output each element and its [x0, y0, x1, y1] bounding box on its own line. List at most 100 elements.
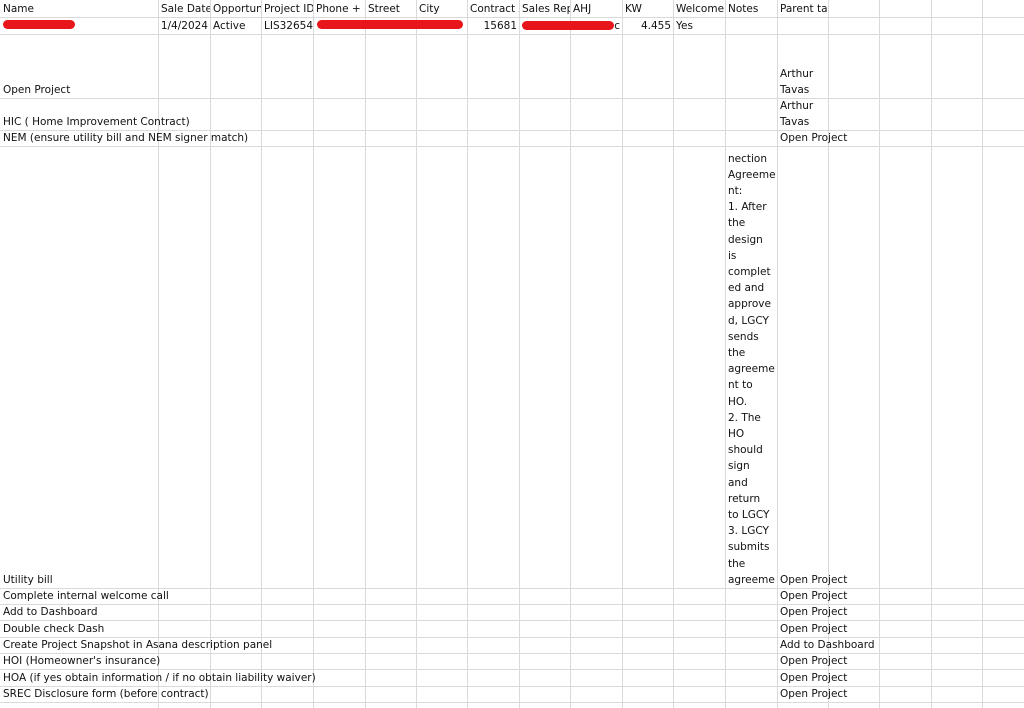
row-divider[interactable] [0, 17, 1024, 18]
contract-amount-cell[interactable]: 15681 [468, 17, 519, 34]
column-divider[interactable] [879, 0, 880, 708]
column-header-phone[interactable]: Phone + ( [314, 0, 365, 17]
row-divider[interactable] [0, 669, 1024, 670]
parent-task-cell[interactable]: Open Project [778, 620, 847, 637]
row-divider[interactable] [0, 620, 1024, 621]
contract-amount-cell-text: 15681 [483, 19, 517, 32]
notes-line: and [728, 476, 748, 489]
notes-line: the [728, 346, 746, 359]
column-header-opportun[interactable]: Opportun [211, 0, 261, 17]
column-divider[interactable] [158, 0, 159, 708]
task-name-cell-text: Create Project Snapshot in Asana descrip… [3, 638, 273, 651]
row-divider[interactable] [0, 98, 1024, 99]
column-divider[interactable] [673, 0, 674, 708]
parent-task-cell[interactable]: Open Project [778, 588, 847, 604]
row-divider[interactable] [0, 637, 1024, 638]
kw-cell-text: 4.455 [640, 19, 671, 32]
column-header-name[interactable]: Name [1, 0, 158, 17]
column-header-project-id[interactable]: Project ID [262, 0, 313, 17]
column-divider[interactable] [725, 0, 726, 708]
column-header-sale-date[interactable]: Sale Date [159, 0, 210, 17]
task-name-cell[interactable]: Utility bill [1, 146, 601, 588]
task-name-cell[interactable]: HOA (if yes obtain information / if no o… [1, 669, 601, 686]
redaction-mark [317, 20, 463, 29]
column-header-notes[interactable]: Notes [726, 0, 777, 17]
task-name-cell[interactable]: HIC ( Home Improvement Contract) [1, 98, 601, 130]
task-name-cell[interactable]: HOI (Homeowner's insurance) [1, 653, 601, 669]
opportunity-cell-text: Active [213, 19, 246, 32]
column-divider[interactable] [365, 0, 366, 708]
notes-line: the [728, 217, 746, 230]
column-header-ahj-text: AHJ [573, 2, 592, 15]
sale-date-cell[interactable]: 1/4/2024 [159, 17, 210, 34]
row-divider[interactable] [0, 653, 1024, 654]
row-divider[interactable] [0, 604, 1024, 605]
parent-task-cell[interactable]: Open Project [778, 604, 847, 620]
column-divider[interactable] [622, 0, 623, 708]
parent-task-cell-text: Open Project [780, 687, 848, 700]
task-name-cell[interactable]: SREC Disclosure form (before contract) [1, 686, 601, 702]
parent-task-cell[interactable]: Open Project [778, 653, 847, 669]
column-divider[interactable] [467, 0, 468, 708]
welcome-cell[interactable]: Yes [674, 17, 725, 34]
row-divider[interactable] [0, 146, 1024, 147]
notes-line: nection [728, 152, 768, 165]
notes-line: approve [728, 298, 771, 311]
task-name-cell-text: HOI (Homeowner's insurance) [3, 654, 161, 667]
task-name-cell[interactable]: Create Project Snapshot in Asana descrip… [1, 637, 601, 653]
notes-cell[interactable]: NEM /InterconnectionAgreement:1. Afterth… [726, 146, 777, 588]
column-divider[interactable] [982, 0, 983, 708]
notes-line: d, LGCY [728, 314, 769, 327]
column-divider[interactable] [313, 0, 314, 708]
notes-line: the [728, 557, 746, 570]
column-header-kw[interactable]: KW [623, 0, 673, 17]
column-header-sale-date-text: Sale Date [161, 2, 210, 15]
notes-line: 3. LGCY [728, 525, 769, 538]
ahj-cell[interactable]: c [571, 17, 622, 34]
notes-line: HO [728, 427, 745, 440]
parent-task-cell[interactable]: Open Project [778, 669, 847, 686]
column-header-sales-rep[interactable]: Sales Rep [520, 0, 570, 17]
row-divider[interactable] [0, 686, 1024, 687]
row-divider[interactable] [0, 34, 1024, 35]
column-header-parent-task[interactable]: Parent task [778, 0, 828, 17]
parent-task-cell[interactable]: Arthur Tavas [778, 98, 828, 130]
row-divider[interactable] [0, 588, 1024, 589]
task-name-cell[interactable]: NEM (ensure utility bill and NEM signer … [1, 130, 601, 146]
project-id-cell-text: LIS32654 [264, 19, 313, 32]
column-divider[interactable] [570, 0, 571, 708]
column-divider[interactable] [931, 0, 932, 708]
notes-line: agreeme [728, 363, 775, 376]
kw-cell[interactable]: 4.455 [623, 17, 673, 34]
task-name-cell[interactable]: Open Project [1, 34, 601, 98]
column-header-welcome[interactable]: Welcome [674, 0, 725, 17]
opportunity-cell[interactable]: Active [211, 17, 261, 34]
column-header-street[interactable]: Street [366, 0, 416, 17]
column-divider[interactable] [777, 0, 778, 708]
sale-date-cell-text: 1/4/2024 [160, 19, 208, 32]
parent-task-cell[interactable]: Arthur Tavas [778, 34, 828, 98]
parent-task-cell[interactable]: Open Project [778, 686, 848, 702]
parent-task-cell[interactable]: Open Project [778, 130, 847, 146]
column-header-contract-a[interactable]: Contract A [468, 0, 519, 17]
column-divider[interactable] [261, 0, 262, 708]
column-header-city[interactable]: City [417, 0, 467, 17]
notes-line: Intercon [728, 146, 775, 151]
task-name-cell[interactable]: Double check Dash [1, 620, 601, 637]
parent-task-cell[interactable]: Add to Dashboard [778, 637, 875, 653]
column-divider[interactable] [416, 0, 417, 708]
column-divider[interactable] [210, 0, 211, 708]
parent-task-cell[interactable]: Open Project [778, 146, 847, 588]
task-name-cell[interactable]: Complete internal welcome call [1, 588, 601, 604]
column-divider[interactable] [519, 0, 520, 708]
task-name-cell-text: Add to Dashboard [3, 605, 98, 618]
column-divider[interactable] [828, 0, 829, 708]
row-divider[interactable] [0, 702, 1024, 703]
project-id-cell[interactable]: LIS32654 [262, 17, 313, 34]
task-name-cell[interactable]: Add to Dashboard [1, 604, 601, 620]
column-header-ahj[interactable]: AHJ [571, 0, 622, 17]
row-divider[interactable] [0, 130, 1024, 131]
welcome-cell-text: Yes [676, 19, 693, 32]
column-header-phone-text: Phone + ( [316, 2, 365, 15]
